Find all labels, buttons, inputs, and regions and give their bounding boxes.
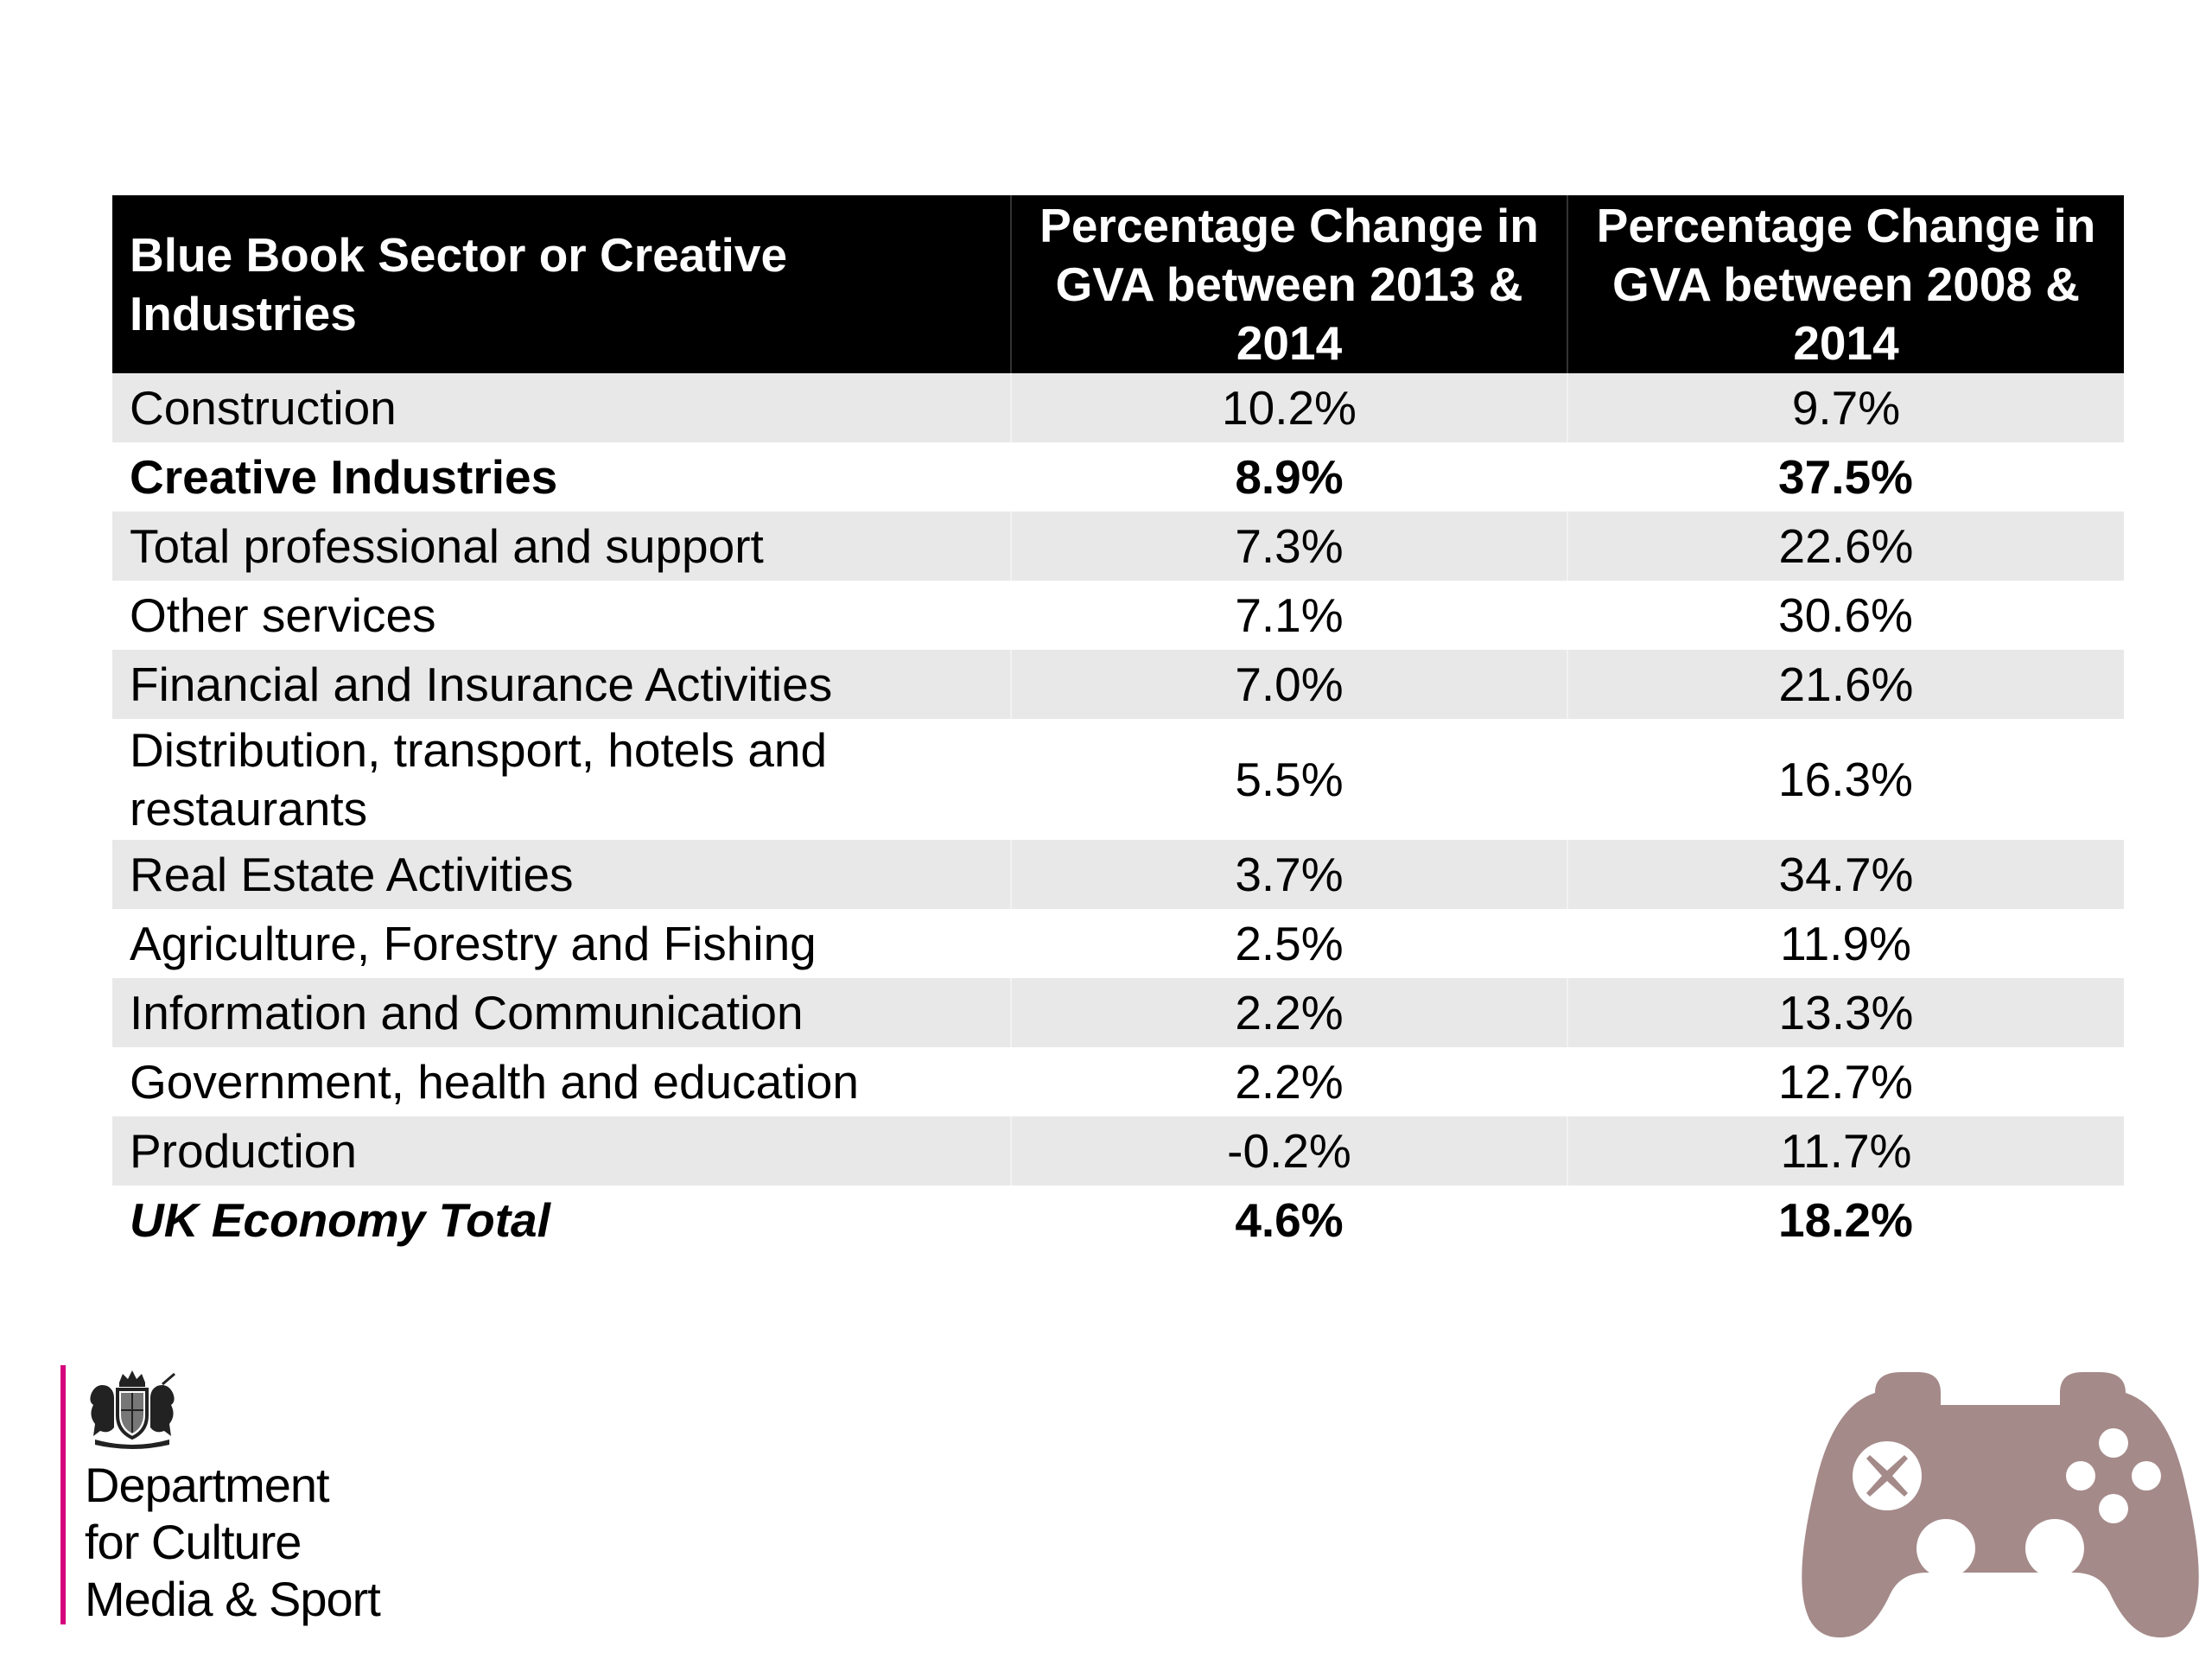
change-2008-2014-cell: 34.7% [1567,840,2124,909]
change-2008-2014-cell: 30.6% [1778,588,1913,642]
logo-accent-bar [60,1365,66,1624]
table-row: Distribution, transport, hotels and rest… [112,719,2124,840]
change-2013-2014-cell: 7.1% [1235,588,1344,642]
change-2008-2014-cell: 22.6% [1567,512,2124,581]
change-2008-2014-cell: 11.9% [1780,917,1911,970]
change-2008-2014-cell: 9.7% [1567,373,2124,442]
change-2013-2014-cell: 2.2% [1235,1055,1344,1109]
change-2013-2014-cell: 5.5% [1235,753,1344,806]
change-2008-2014-cell: 12.7% [1778,1055,1913,1109]
change-2013-2014-cell: 2.2% [1010,978,1567,1047]
sector-cell: Real Estate Activities [112,840,1011,909]
table-row: Agriculture, Forestry and Fishing 2.5% 1… [112,909,2124,978]
change-2008-2014-cell: 18.2% [1778,1193,1913,1247]
sector-cell: Agriculture, Forestry and Fishing [130,917,817,970]
change-2013-2014-cell: 7.3% [1010,512,1567,581]
sector-cell: Other services [130,588,436,642]
table-row: Real Estate Activities 3.7% 34.7% [112,840,2124,909]
change-2013-2014-cell: 3.7% [1010,840,1567,909]
sector-cell: Creative Industries [130,450,558,504]
gva-change-table: Blue Book Sector or Creative Industries … [112,195,2124,1255]
change-2008-2014-cell: 16.3% [1778,753,1913,806]
department-name-line: for Culture [85,1515,302,1569]
change-2013-2014-cell: 10.2% [1010,373,1567,442]
sector-cell: Construction [112,373,1011,442]
table-row: Financial and Insurance Activities 7.0% … [112,650,2124,719]
department-name-line: Department [85,1458,330,1512]
department-name: Department for Culture Media & Sport [85,1457,381,1628]
table-row: Information and Communication 2.2% 13.3% [112,978,2124,1047]
table-row: Government, health and education 2.2% 12… [112,1047,2124,1116]
header-sector: Blue Book Sector or Creative Industries [112,195,1011,373]
dcms-logo: Department for Culture Media & Sport [60,1365,475,1626]
change-2013-2014-cell: 2.5% [1235,917,1344,970]
table-row: Other services 7.1% 30.6% [112,581,2124,650]
header-change-2008-2014: Percentage Change in GVA between 2008 & … [1567,195,2124,373]
table-row: Production -0.2% 11.7% [112,1116,2124,1185]
sector-cell: Government, health and education [130,1055,859,1109]
change-2008-2014-cell: 37.5% [1778,450,1913,504]
change-2008-2014-cell: 21.6% [1567,650,2124,719]
table-row: UK Economy Total 4.6% 18.2% [112,1185,2124,1255]
sector-cell: Total professional and support [112,512,1011,581]
table-header-row: Blue Book Sector or Creative Industries … [112,195,2124,373]
table-row: Construction 10.2% 9.7% [112,373,2124,442]
change-2013-2014-cell: 7.0% [1010,650,1567,719]
sector-cell: Distribution, transport, hotels and rest… [130,723,828,836]
sector-cell: Production [112,1116,1011,1185]
sector-cell: Information and Communication [112,978,1011,1047]
department-name-line: Media & Sport [85,1572,381,1626]
change-2008-2014-cell: 13.3% [1567,978,2124,1047]
sector-cell: Financial and Insurance Activities [112,650,1011,719]
change-2013-2014-cell: 8.9% [1235,450,1344,504]
royal-coat-of-arms-icon [90,1370,175,1449]
header-change-2013-2014: Percentage Change in GVA between 2013 & … [1010,195,1567,373]
change-2013-2014-cell: 4.6% [1235,1193,1344,1247]
table-row: Creative Industries 8.9% 37.5% [112,442,2124,512]
change-2008-2014-cell: 11.7% [1567,1116,2124,1185]
sector-cell: UK Economy Total [130,1193,550,1247]
gamepad-icon [1802,1372,2199,1638]
change-2013-2014-cell: -0.2% [1010,1116,1567,1185]
table-row: Total professional and support 7.3% 22.6… [112,512,2124,581]
